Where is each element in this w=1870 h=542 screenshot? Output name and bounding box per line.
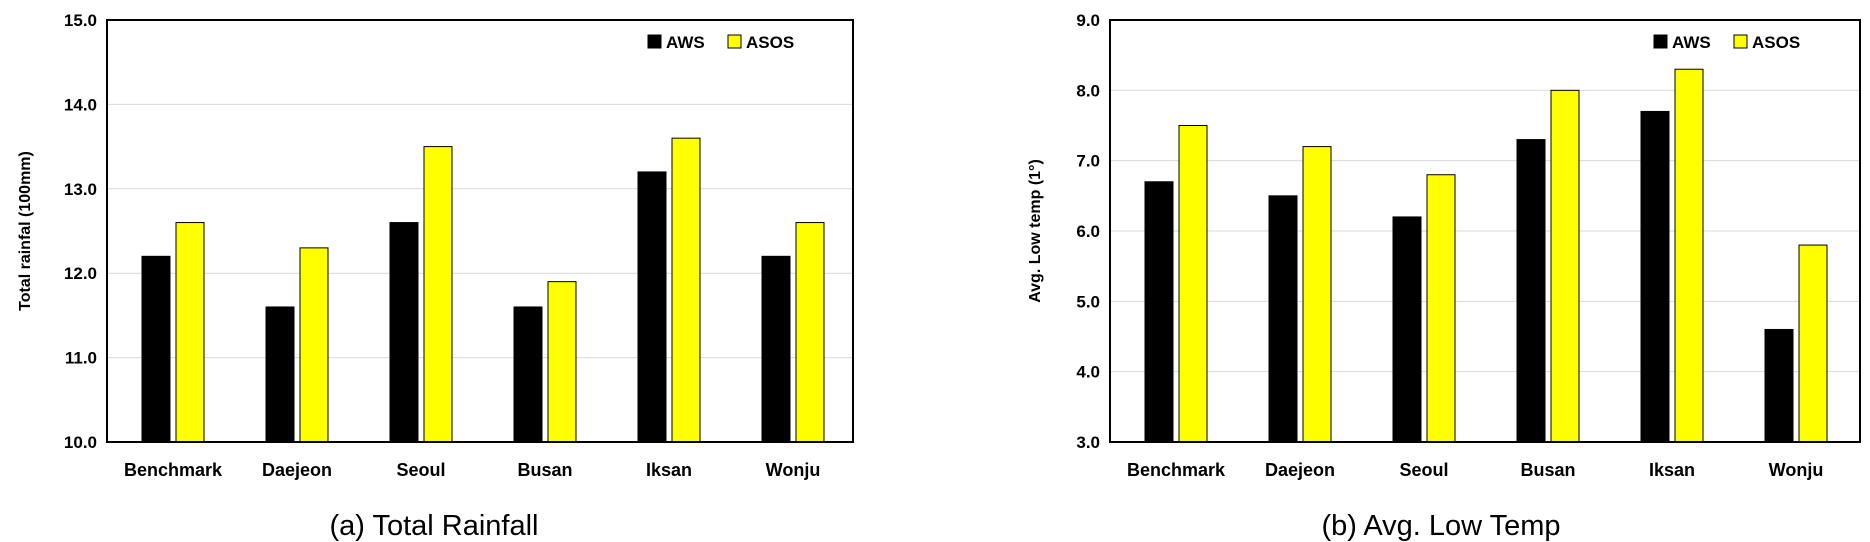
y-axis-label: Avg. Low temp (1°) xyxy=(1027,159,1044,303)
bar-aws-wonju xyxy=(1764,328,1794,443)
bar-aws-benchmark xyxy=(1144,181,1174,443)
plot-frame xyxy=(1109,19,1861,443)
total-rainfall-chart: 10.0 11.0 12.0 13.0 14.0 15.0 Total rainfal (1… xyxy=(17,11,854,542)
bar-aws-seoul xyxy=(389,222,419,443)
legend-label-aws: AWS xyxy=(1672,33,1711,52)
x-tick-label: Iksan xyxy=(646,460,692,480)
x-tick-label: Wonju xyxy=(766,460,821,480)
bar-aws-busan xyxy=(513,306,543,443)
x-tick-label: Iksan xyxy=(1649,460,1695,480)
y-tick-label: 12.0 xyxy=(64,264,97,283)
y-tick-label: 8.0 xyxy=(1076,81,1100,100)
avg-low-temp-chart: 3.0 4.0 5.0 6.0 7.0 8.0 9.0 Avg. Low temp (1°) B… xyxy=(1027,11,1861,542)
bar-aws-wonju xyxy=(761,255,791,443)
bar-aws-iksan xyxy=(1640,110,1670,443)
bar-asos-wonju xyxy=(1798,244,1828,443)
bar-asos-iksan xyxy=(1674,68,1704,443)
y-tick-label: 15.0 xyxy=(64,11,97,30)
x-tick-label: Benchmark xyxy=(124,460,223,480)
y-tick-label: 9.0 xyxy=(1076,11,1100,30)
bar-aws-benchmark xyxy=(141,255,171,443)
bar-asos-benchmark xyxy=(1178,125,1208,443)
plot-frame xyxy=(106,19,854,443)
bar-aws-busan xyxy=(1516,139,1546,443)
bar-aws-daejeon xyxy=(1268,195,1298,443)
y-tick-label: 4.0 xyxy=(1076,363,1100,382)
legend-label-aws: AWS xyxy=(666,33,705,52)
bar-aws-seoul xyxy=(1392,216,1422,443)
legend-label-asos: ASOS xyxy=(1752,33,1800,52)
legend-swatch-aws xyxy=(647,34,662,49)
x-tick-label: Daejeon xyxy=(262,460,332,480)
bar-aws-daejeon xyxy=(265,306,295,443)
x-tick-label: Busan xyxy=(517,460,572,480)
bar-aws-iksan xyxy=(637,171,667,443)
bar-asos-iksan xyxy=(671,137,701,443)
bar-asos-seoul xyxy=(1426,174,1456,443)
figure-caption: (b) Avg. Low Temp xyxy=(1321,510,1560,542)
legend-label-asos: ASOS xyxy=(746,33,794,52)
bar-asos-busan xyxy=(547,281,577,443)
legend-swatch-asos xyxy=(727,34,742,49)
legend-swatch-asos xyxy=(1733,34,1748,49)
x-tick-label: Busan xyxy=(1520,460,1575,480)
bar-asos-benchmark xyxy=(175,222,205,443)
bar-asos-daejeon xyxy=(299,247,329,443)
y-tick-label: 13.0 xyxy=(64,180,97,199)
y-tick-label: 10.0 xyxy=(64,433,97,452)
y-tick-label: 7.0 xyxy=(1076,152,1100,171)
x-tick-label: Seoul xyxy=(396,460,445,480)
legend-swatch-aws xyxy=(1653,34,1668,49)
x-tick-label: Benchmark xyxy=(1127,460,1226,480)
x-tick-label: Daejeon xyxy=(1265,460,1335,480)
bar-asos-wonju xyxy=(795,222,825,443)
figure-caption: (a) Total Rainfall xyxy=(329,510,538,542)
y-tick-label: 5.0 xyxy=(1076,292,1100,311)
bar-asos-seoul xyxy=(423,146,453,443)
x-tick-label: Seoul xyxy=(1399,460,1448,480)
x-tick-label: Wonju xyxy=(1769,460,1824,480)
y-tick-label: 6.0 xyxy=(1076,222,1100,241)
y-tick-label: 3.0 xyxy=(1076,433,1100,452)
y-tick-label: 11.0 xyxy=(65,349,97,368)
y-tick-label: 14.0 xyxy=(64,95,97,114)
bar-asos-busan xyxy=(1550,89,1580,443)
y-axis-label: Total rainfal (100mm) xyxy=(17,151,34,311)
bar-asos-daejeon xyxy=(1302,146,1332,443)
